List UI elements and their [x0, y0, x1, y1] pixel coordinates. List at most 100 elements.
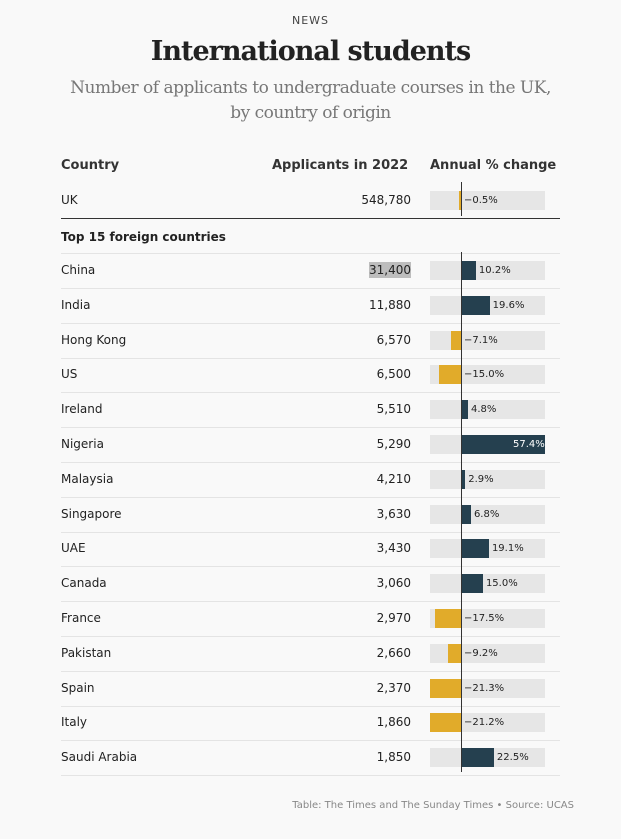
applicants-number: 3,060: [376, 576, 411, 591]
applicants-value: 2,370: [261, 671, 411, 706]
column-header-country: Country: [61, 158, 120, 173]
table-row: Italy 1,860 −21.2%: [61, 705, 560, 742]
applicants-value: 31,400: [261, 253, 411, 288]
change-label: −7.1%: [464, 334, 498, 346]
applicants-number: 6,570: [376, 332, 411, 347]
table-row: Ireland 5,510 4.8%: [61, 392, 560, 429]
applicants-number: 548,780: [361, 193, 411, 207]
change-label: 6.8%: [473, 508, 500, 520]
zero-axis: [461, 252, 462, 772]
bar-background: [430, 574, 545, 594]
country-name: Nigeria: [61, 437, 104, 451]
applicants-value: 5,510: [261, 392, 411, 427]
group-label: Top 15 foreign countries: [61, 218, 560, 254]
zero-axis-uk: [461, 182, 462, 216]
country-name: UK: [61, 193, 78, 207]
change-label: −21.3%: [464, 682, 505, 694]
applicants-number: 1,850: [376, 750, 411, 765]
change-label: −15.0%: [464, 369, 505, 381]
applicants-number: 1,860: [376, 715, 411, 730]
subtitle: Number of applicants to undergraduate co…: [70, 78, 551, 123]
change-bar: [461, 435, 545, 454]
country-name: China: [61, 263, 96, 277]
change-label: 19.6%: [492, 299, 525, 311]
country-name: Hong Kong: [61, 332, 127, 347]
applicants-value: 2,660: [261, 636, 411, 671]
change-bar: [461, 504, 471, 524]
change-bar: [461, 261, 476, 280]
applicants-value: 3,060: [261, 566, 411, 601]
country-name: France: [61, 611, 101, 625]
bar-background: [430, 191, 545, 210]
country-name: India: [61, 297, 91, 312]
country-name: Pakistan: [61, 645, 112, 660]
country-name: Canada: [61, 576, 107, 591]
applicants-value: 3,630: [261, 497, 411, 532]
change-label: 2.9%: [468, 473, 494, 485]
table-row: Hong Kong 6,570 −7.1%: [61, 323, 560, 359]
applicants-value: 6,500: [261, 357, 411, 392]
footer-source: Table: The Times and The Sunday Times • …: [292, 800, 574, 811]
applicants-number: 5,290: [376, 437, 411, 451]
applicants-value: 1,860: [261, 705, 411, 740]
applicants-number: 3,630: [376, 506, 411, 521]
change-bar: [435, 609, 461, 628]
change-bar: [461, 748, 494, 768]
applicants-number: 5,510: [376, 402, 411, 417]
table-row: Pakistan 2,660 −9.2%: [61, 636, 560, 672]
table-row: Nigeria 5,290 57.4%: [61, 427, 560, 463]
change-bar: [461, 295, 490, 315]
change-label: 4.8%: [471, 404, 497, 416]
table-row: Malaysia 4,210 2.9%: [61, 462, 560, 498]
table-row: US 6,500 −15.0%: [61, 357, 560, 394]
applicants-value: 11,880: [261, 288, 411, 323]
country-name: Spain: [61, 680, 95, 695]
table-row: India 11,880 19.6%: [61, 288, 560, 324]
change-label: −21.2%: [464, 717, 505, 729]
bar-background: [430, 504, 545, 524]
table-row: Canada 3,060 15.0%: [61, 566, 560, 603]
table-row: Singapore 3,630 6.8%: [61, 497, 560, 533]
change-bar: [461, 539, 489, 559]
applicants-number: 4,210: [376, 471, 411, 486]
country-name: Malaysia: [61, 471, 114, 486]
country-name: Italy: [61, 715, 88, 730]
applicants-number: 31,400: [369, 262, 411, 278]
column-header-applicants: Applicants in 2022: [272, 158, 409, 173]
change-bar: [429, 713, 461, 733]
applicants-number: 2,970: [376, 611, 411, 625]
applicants-value: 4,210: [261, 462, 411, 497]
applicants-number: 11,880: [369, 297, 411, 312]
bar-background: [430, 469, 545, 489]
applicants-number: 2,660: [376, 645, 411, 660]
applicants-number: 3,430: [376, 541, 411, 556]
country-name: UAE: [61, 541, 86, 556]
change-label: −9.2%: [464, 647, 498, 659]
change-bar: [461, 400, 469, 420]
table-row: UAE 3,430 19.1%: [61, 531, 560, 568]
applicants-number: 2,370: [376, 680, 411, 695]
change-label: 57.4%: [513, 439, 545, 450]
country-name: Ireland: [61, 402, 103, 417]
applicants-value: 6,570: [261, 323, 411, 358]
change-label: 19.1%: [491, 543, 524, 555]
applicants-number: 6,500: [376, 367, 411, 382]
country-name: US: [61, 367, 78, 382]
country-name: Saudi Arabia: [61, 750, 138, 765]
change-label: −0.5%: [464, 195, 498, 206]
bar-background: [430, 400, 545, 420]
change-label: −17.5%: [464, 613, 505, 624]
column-header-change: Annual % change: [430, 158, 557, 173]
applicants-value: 3,430: [261, 531, 411, 566]
change-label: 10.2%: [478, 265, 511, 276]
change-bar: [459, 191, 461, 210]
applicants-value: 5,290: [261, 427, 411, 462]
change-bar: [450, 330, 461, 350]
table-row: Saudi Arabia 1,850 22.5%: [61, 740, 560, 777]
applicants-value: 1,850: [261, 740, 411, 775]
applicants-value: 548,780: [261, 183, 411, 218]
kicker: NEWS: [291, 14, 330, 27]
table-row: UK 548,780 −0.5%: [61, 183, 560, 218]
page-title: International students: [150, 36, 471, 67]
applicants-value: 2,970: [261, 601, 411, 636]
